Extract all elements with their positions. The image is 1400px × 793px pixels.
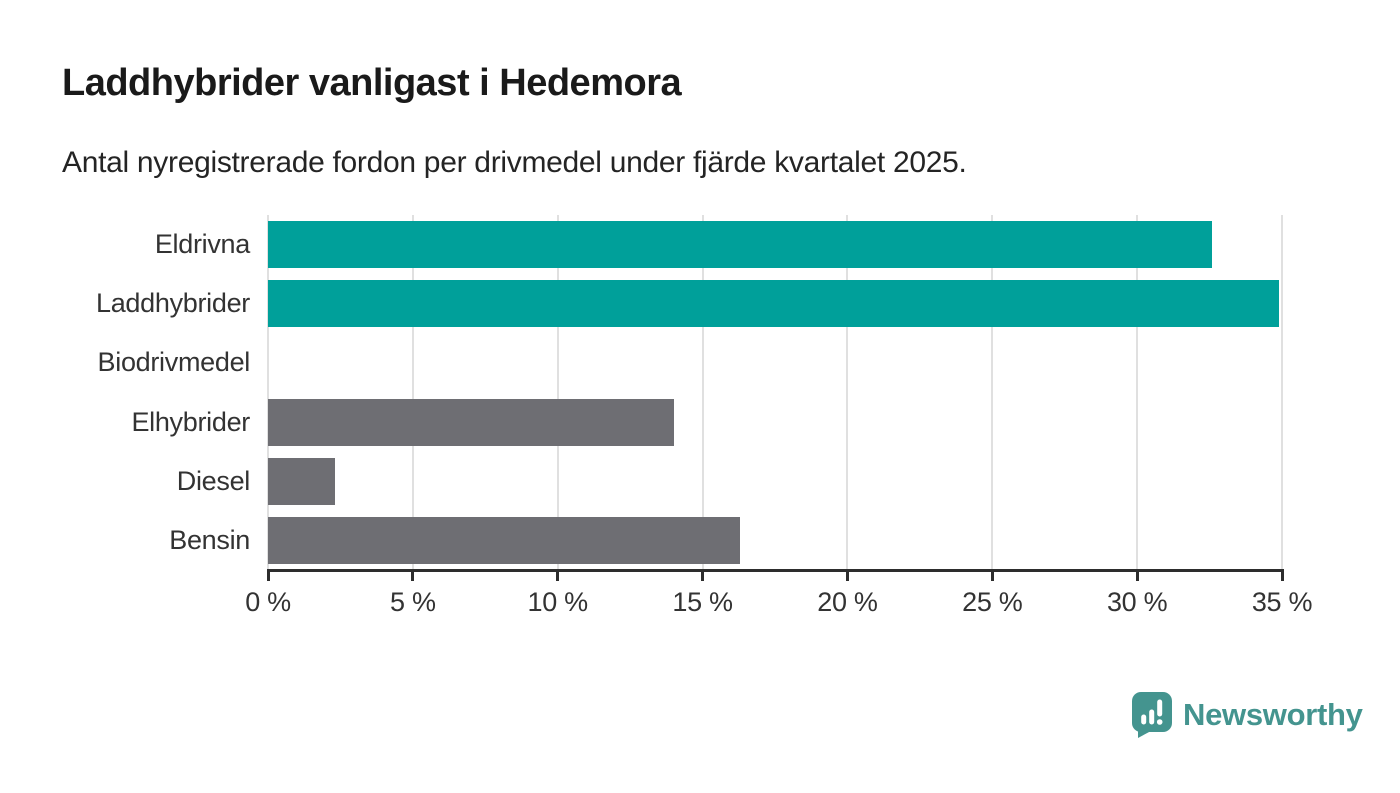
category-label-eldrivna: Eldrivna bbox=[154, 229, 250, 260]
x-tick-mark bbox=[1280, 571, 1284, 581]
bar-bensin bbox=[268, 516, 741, 564]
gridline-20% bbox=[846, 215, 849, 570]
category-label-elhybrider: Elhybrider bbox=[131, 406, 250, 437]
gridline-25% bbox=[991, 215, 994, 570]
category-label-biodrivmedel: Biodrivmedel bbox=[97, 347, 251, 378]
gridline-35% bbox=[1281, 215, 1283, 570]
bar-diesel bbox=[268, 457, 335, 505]
x-tick-label: 20 % bbox=[817, 587, 878, 617]
bar-eldrivna bbox=[268, 221, 1213, 269]
x-tick-mark bbox=[1135, 571, 1139, 581]
gridline-10% bbox=[556, 215, 559, 570]
x-tick-mark bbox=[701, 571, 705, 581]
bar-chart-plot-area: Eldrivna Laddhybrider Biodrivmedel Elhybrid… bbox=[96, 215, 1312, 617]
x-axis-line bbox=[267, 569, 1284, 572]
x-tick-mark bbox=[845, 571, 849, 581]
category-label-bensin: Bensin bbox=[169, 524, 250, 555]
page-title: Laddhybrider vanligast i Hedemora bbox=[62, 62, 682, 104]
bar-elhybrider bbox=[268, 398, 674, 446]
x-tick-label: 10 % bbox=[527, 587, 589, 617]
x-tick-mark bbox=[556, 571, 560, 581]
brand-name: Newsworthy bbox=[1183, 697, 1363, 732]
gridline-15% bbox=[701, 215, 704, 570]
x-tick-label: 25 % bbox=[962, 587, 1023, 617]
x-tick-label: 15 % bbox=[672, 587, 733, 617]
chart-subtitle: Antal nyregistrerade fordon per drivmede… bbox=[62, 146, 967, 179]
bar-laddhybrider bbox=[268, 280, 1280, 328]
x-tick-label: 0 % bbox=[245, 587, 291, 617]
gridline-0% bbox=[267, 215, 269, 570]
newsworthy-logo-icon bbox=[1132, 692, 1172, 738]
x-tick-mark bbox=[266, 571, 270, 581]
gridline-5% bbox=[411, 215, 414, 570]
category-label-laddhybrider: Laddhybrider bbox=[95, 288, 250, 319]
x-tick-mark bbox=[411, 571, 415, 581]
x-tick-mark bbox=[990, 571, 994, 581]
x-tick-label: 30 % bbox=[1106, 587, 1168, 617]
x-tick-label: 35 % bbox=[1251, 587, 1313, 617]
gridline-30% bbox=[1136, 215, 1139, 570]
category-label-diesel: Diesel bbox=[176, 465, 251, 496]
x-tick-label: 5 % bbox=[390, 587, 436, 617]
brand-footer: Newsworthy bbox=[1131, 691, 1363, 739]
